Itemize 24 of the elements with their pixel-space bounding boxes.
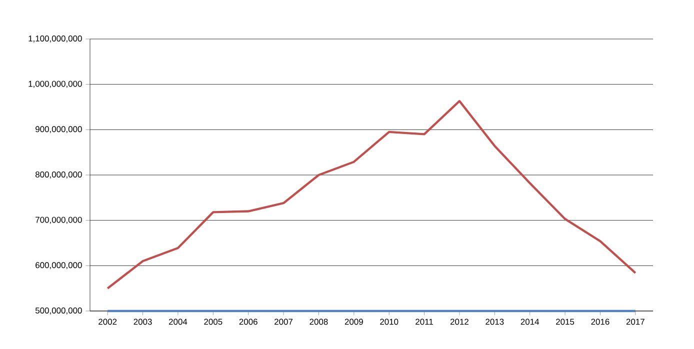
x-tick-label: 2008: [310, 318, 328, 325]
x-tick-label: 2004: [168, 318, 188, 325]
x-tick-label: 2011: [416, 318, 433, 325]
x-tick-label: 2015: [556, 318, 574, 325]
x-tick-label: 2012: [450, 318, 468, 325]
x-tick-label: 2016: [591, 318, 610, 325]
y-tick-label: 600,000,000: [36, 262, 82, 270]
x-tick-label: 2005: [204, 318, 222, 325]
x-tick-label: 2007: [274, 318, 293, 325]
x-tick-label: 2006: [239, 318, 258, 325]
line-series: [106, 100, 637, 290]
x-tick-label: 2002: [98, 318, 117, 325]
y-tick-label: 800,000,000: [36, 172, 82, 178]
x-tick-label: 2013: [486, 318, 504, 325]
y-tick-label: 700,000,000: [36, 216, 82, 224]
x-tick-label: 2010: [380, 318, 398, 325]
x-tick-label: 2009: [344, 318, 363, 325]
y-tick-label: 1,100,000,000: [28, 36, 82, 42]
x-tick-label: 2017: [626, 318, 644, 325]
x-tick-label: 2014: [520, 318, 540, 325]
y-tick-label: 500,000,000: [35, 308, 82, 314]
y-tick-label: 900,000,000: [36, 126, 82, 134]
x-tick-label: 2003: [134, 318, 152, 325]
y-tick-label: 1,000,000,000: [28, 80, 82, 88]
